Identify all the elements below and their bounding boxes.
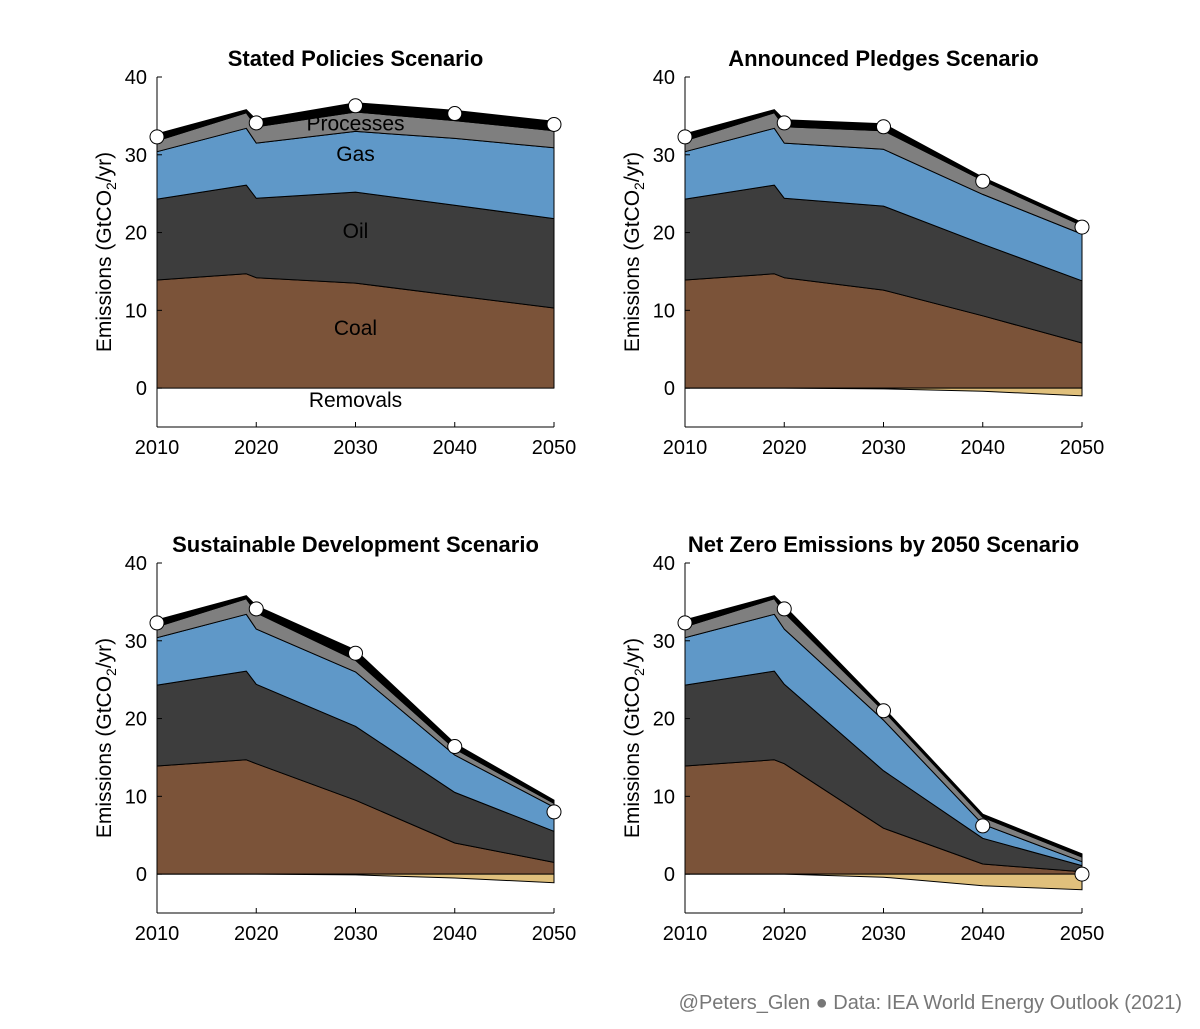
y-tick-label: 10 (653, 300, 675, 322)
area-removals (157, 873, 555, 884)
x-tick-label: 2010 (135, 923, 180, 945)
x-tick-label: 2010 (135, 437, 180, 459)
chart-title: Stated Policies Scenario (228, 46, 484, 71)
chart-panel-1: Stated Policies Scenario Emissions (GtCO2… (93, 46, 576, 459)
total-marker (447, 739, 463, 755)
y-tick-label: 40 (653, 67, 675, 89)
y-tick-label: 40 (125, 553, 147, 575)
total-marker (876, 119, 891, 135)
x-tick-label: 2040 (433, 437, 478, 459)
total-marker (348, 645, 363, 661)
y-tick-label: 20 (125, 709, 147, 731)
y-tick-label: 0 (136, 378, 147, 400)
chart-panel-4: Net Zero Emissions by 2050 Scenario Emiss… (621, 532, 1104, 945)
total-marker (776, 115, 792, 131)
total-marker (149, 129, 165, 145)
total-marker (876, 703, 891, 719)
y-tick-label: 0 (664, 864, 675, 886)
y-tick-label: 10 (125, 786, 147, 808)
y-tick-label: 30 (125, 145, 147, 167)
chart-title: Announced Pledges Scenario (728, 46, 1039, 71)
y-tick-label: 10 (653, 786, 675, 808)
total-marker (677, 615, 693, 631)
area-removals (685, 387, 1083, 397)
x-tick-label: 2020 (234, 923, 279, 945)
total-marker (248, 115, 264, 131)
x-tick-label: 2020 (234, 437, 279, 459)
area-label: Coal (334, 317, 377, 340)
chart-panel-2: Announced Pledges Scenario Emissions (GtC… (621, 46, 1104, 459)
data-credit: @Peters_Glen ● Data: IEA World Energy Ou… (678, 992, 1182, 1014)
x-tick-label: 2010 (663, 923, 708, 945)
x-tick-label: 2040 (961, 923, 1006, 945)
area-label: Gas (336, 143, 375, 166)
area-label: Oil (343, 220, 369, 243)
y-tick-label: 40 (653, 553, 675, 575)
y-tick-label: 10 (125, 300, 147, 322)
x-tick-label: 2020 (762, 437, 807, 459)
total-marker (248, 601, 264, 617)
y-axis-label: Emissions (GtCO2/yr) (93, 638, 119, 838)
x-tick-label: 2020 (762, 923, 807, 945)
total-marker (546, 804, 562, 820)
total-marker (149, 615, 165, 631)
x-tick-label: 2050 (1060, 923, 1105, 945)
total-marker (546, 116, 562, 132)
y-tick-label: 30 (653, 631, 675, 653)
y-tick-label: 0 (136, 864, 147, 886)
x-tick-label: 2030 (333, 923, 378, 945)
y-axis-label: Emissions (GtCO2/yr) (93, 152, 119, 352)
total-marker (447, 106, 463, 122)
total-marker (348, 98, 363, 114)
chart-panel-3: Sustainable Development Scenario Emission… (93, 532, 576, 945)
x-tick-label: 2050 (532, 923, 577, 945)
total-marker (776, 601, 792, 617)
y-tick-label: 0 (664, 378, 675, 400)
total-marker (1074, 219, 1090, 235)
x-tick-label: 2040 (433, 923, 478, 945)
total-marker (1074, 866, 1090, 882)
y-axis-label: Emissions (GtCO2/yr) (621, 638, 647, 838)
y-tick-label: 40 (125, 67, 147, 89)
x-tick-label: 2010 (663, 437, 708, 459)
total-marker (975, 818, 991, 834)
chart-title: Net Zero Emissions by 2050 Scenario (688, 532, 1079, 557)
area-label: Removals (309, 389, 402, 412)
x-tick-label: 2030 (333, 437, 378, 459)
area-label: Processes (306, 113, 404, 136)
x-tick-label: 2030 (861, 437, 906, 459)
x-tick-label: 2030 (861, 923, 906, 945)
x-tick-label: 2050 (1060, 437, 1105, 459)
y-tick-label: 20 (653, 709, 675, 731)
area-removals (685, 873, 1083, 891)
total-marker (677, 129, 693, 145)
y-tick-label: 30 (653, 145, 675, 167)
y-tick-label: 30 (125, 631, 147, 653)
y-tick-label: 20 (653, 223, 675, 245)
y-tick-label: 20 (125, 223, 147, 245)
total-marker (975, 173, 991, 189)
y-axis-label: Emissions (GtCO2/yr) (621, 152, 647, 352)
x-tick-label: 2050 (532, 437, 577, 459)
chart-title: Sustainable Development Scenario (172, 532, 539, 557)
x-tick-label: 2040 (961, 437, 1006, 459)
